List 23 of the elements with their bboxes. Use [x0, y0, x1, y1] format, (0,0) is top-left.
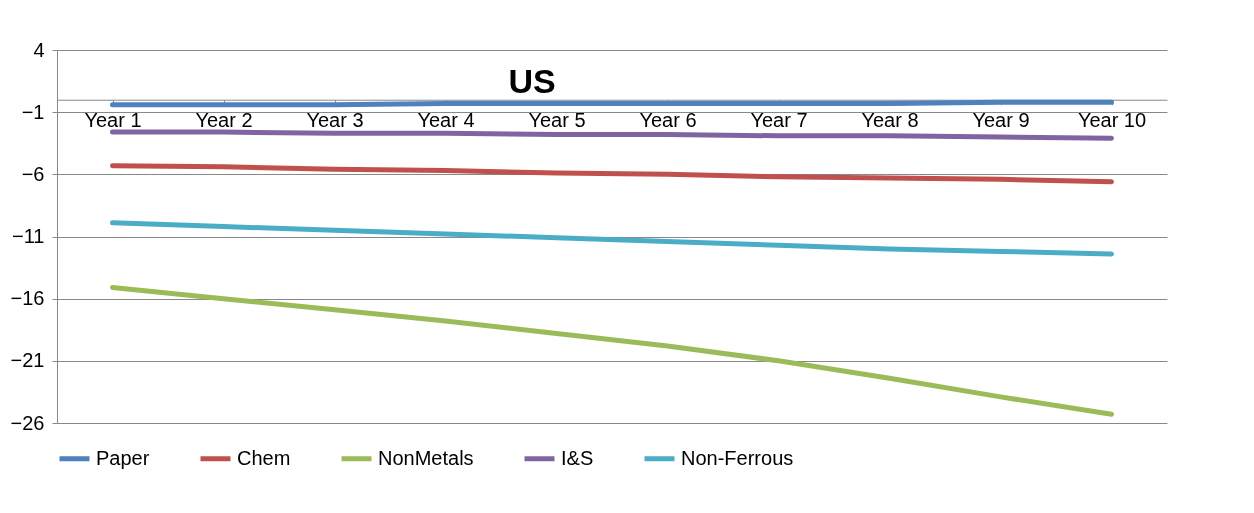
legend-label: Paper — [96, 446, 150, 469]
y-tick-label: −16 — [10, 287, 45, 310]
x-tick-label: Year 9 — [972, 109, 1030, 132]
x-tick-label: Year 3 — [306, 109, 364, 132]
y-tick-label: −1 — [21, 100, 45, 123]
y-tick-label: −6 — [21, 162, 45, 185]
chart-title: US — [508, 62, 556, 100]
x-tick-label: Year 1 — [84, 109, 142, 132]
x-tick-label: Year 10 — [1077, 109, 1147, 132]
legend-label: I&S — [561, 446, 594, 469]
y-tick-label: 4 — [33, 38, 45, 61]
x-tick-label: Year 8 — [861, 109, 919, 132]
legend-label: NonMetals — [378, 446, 474, 469]
x-tick-label: Year 5 — [528, 109, 586, 132]
legend-label: Chem — [237, 446, 291, 469]
y-tick-label: −26 — [10, 411, 45, 434]
x-tick-label: Year 6 — [639, 109, 697, 132]
x-tick-label: Year 4 — [417, 109, 475, 132]
y-tick-label: −11 — [12, 225, 45, 247]
legend-label: Non-Ferrous — [681, 446, 794, 469]
x-tick-label: Year 2 — [195, 109, 253, 132]
x-tick-label: Year 7 — [750, 109, 808, 132]
y-tick-label: −21 — [10, 349, 45, 372]
